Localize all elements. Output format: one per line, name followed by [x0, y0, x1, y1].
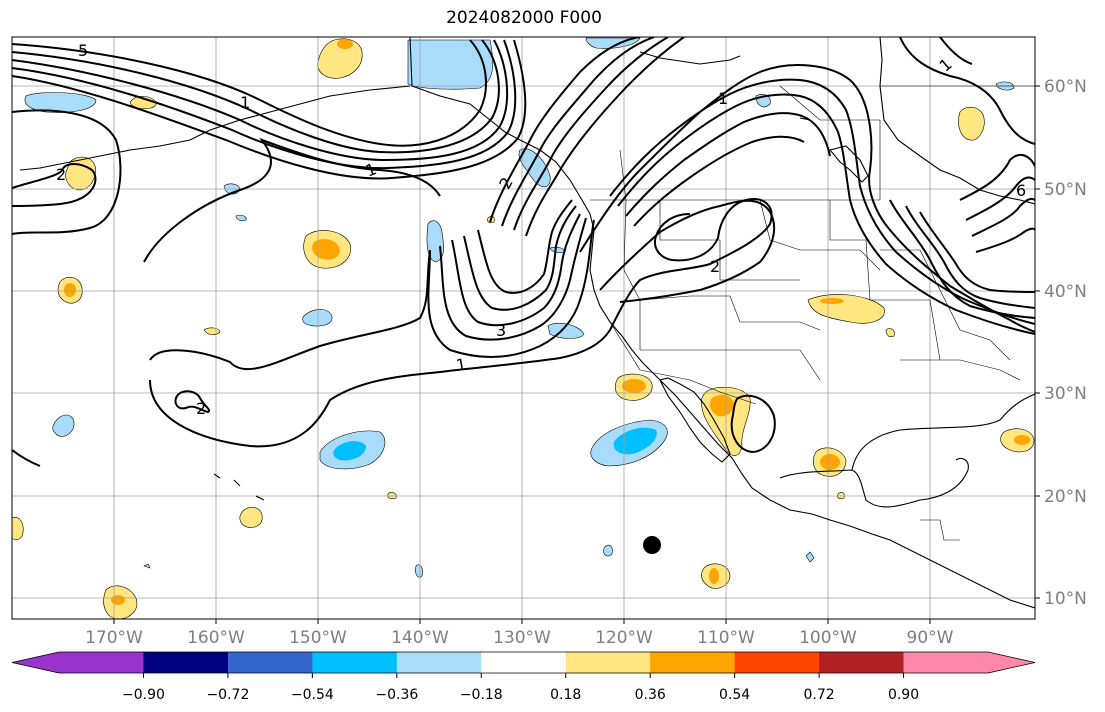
- colorbar-extend-low: [12, 652, 59, 673]
- colorbar-segment: [143, 652, 229, 673]
- lat-label: 40°N: [1044, 282, 1087, 302]
- contour-label: 2: [56, 165, 66, 184]
- colorbar-label: −0.18: [460, 687, 503, 703]
- plot-frame: [11, 36, 1036, 620]
- political-borders: [590, 85, 1035, 541]
- colorbar-segment: [59, 652, 144, 673]
- colorbar-segment: [903, 652, 989, 673]
- lat-label: 10°N: [1044, 589, 1087, 609]
- contour-label: 3: [496, 321, 506, 340]
- map-title: 2024082000 F000: [446, 8, 602, 28]
- contour-label: 1: [718, 89, 728, 108]
- position-marker: [643, 536, 661, 554]
- lon-label: 100°W: [799, 628, 857, 648]
- lat-label: 50°N: [1044, 180, 1087, 200]
- latitude-labels: 60°N 50°N 40°N 30°N 20°N 10°N: [1044, 77, 1087, 609]
- colorbar-segment: [312, 652, 398, 673]
- lon-label: 140°W: [391, 628, 449, 648]
- longitude-labels: 170°W 160°W 150°W 140°W 130°W 120°W 110°…: [85, 628, 954, 648]
- colorbar-segment: [227, 652, 313, 673]
- contours: [12, 37, 1035, 467]
- colorbar-label: 0.90: [888, 687, 919, 703]
- colorbar-label: 0.54: [719, 687, 750, 703]
- colorbar-segment: [650, 652, 736, 673]
- colorbar-label: −0.90: [122, 687, 165, 703]
- lon-label: 110°W: [697, 628, 755, 648]
- colorbar-outline: [11, 651, 1036, 674]
- colorbar-label: 0.72: [804, 687, 835, 703]
- shading-positive: [12, 38, 1035, 619]
- lon-label: 130°W: [493, 628, 551, 648]
- colorbar-label: −0.36: [375, 687, 418, 703]
- map-plot: 5 1 2 1 2 3 1 2 1 2 6 1: [12, 37, 1035, 619]
- lon-label: 160°W: [187, 628, 245, 648]
- colorbar: −0.90 −0.72 −0.54 −0.36 −0.18 0.18 0.36 0.54 0.7…: [11, 651, 1036, 703]
- colorbar-label: 0.18: [550, 687, 581, 703]
- colorbar-segment: [565, 652, 651, 673]
- lat-label: 30°N: [1044, 384, 1087, 404]
- graticule: [12, 37, 1035, 619]
- colorbar-segment: [819, 652, 905, 673]
- colorbar-label: 0.36: [635, 687, 666, 703]
- tick-marks: [113, 85, 1040, 624]
- colorbar-extend-high: [988, 652, 1035, 673]
- contour-label: 5: [78, 41, 88, 60]
- colorbar-segment: [481, 652, 567, 673]
- colorbar-segment: [396, 652, 482, 673]
- contour-label: 2: [196, 399, 206, 418]
- contour-label: 6: [1016, 181, 1026, 200]
- colorbar-segment: [734, 652, 820, 673]
- contour-label: 1: [455, 354, 468, 374]
- colorbar-label: −0.54: [291, 687, 334, 703]
- lon-label: 90°W: [907, 628, 954, 648]
- contour-label: 2: [710, 257, 720, 276]
- lon-label: 170°W: [85, 628, 143, 648]
- lon-label: 120°W: [595, 628, 653, 648]
- contour-label: 1: [240, 93, 250, 112]
- lat-label: 20°N: [1044, 487, 1087, 507]
- colorbar-label: −0.72: [206, 687, 249, 703]
- lat-label: 60°N: [1044, 77, 1087, 97]
- lon-label: 150°W: [289, 628, 347, 648]
